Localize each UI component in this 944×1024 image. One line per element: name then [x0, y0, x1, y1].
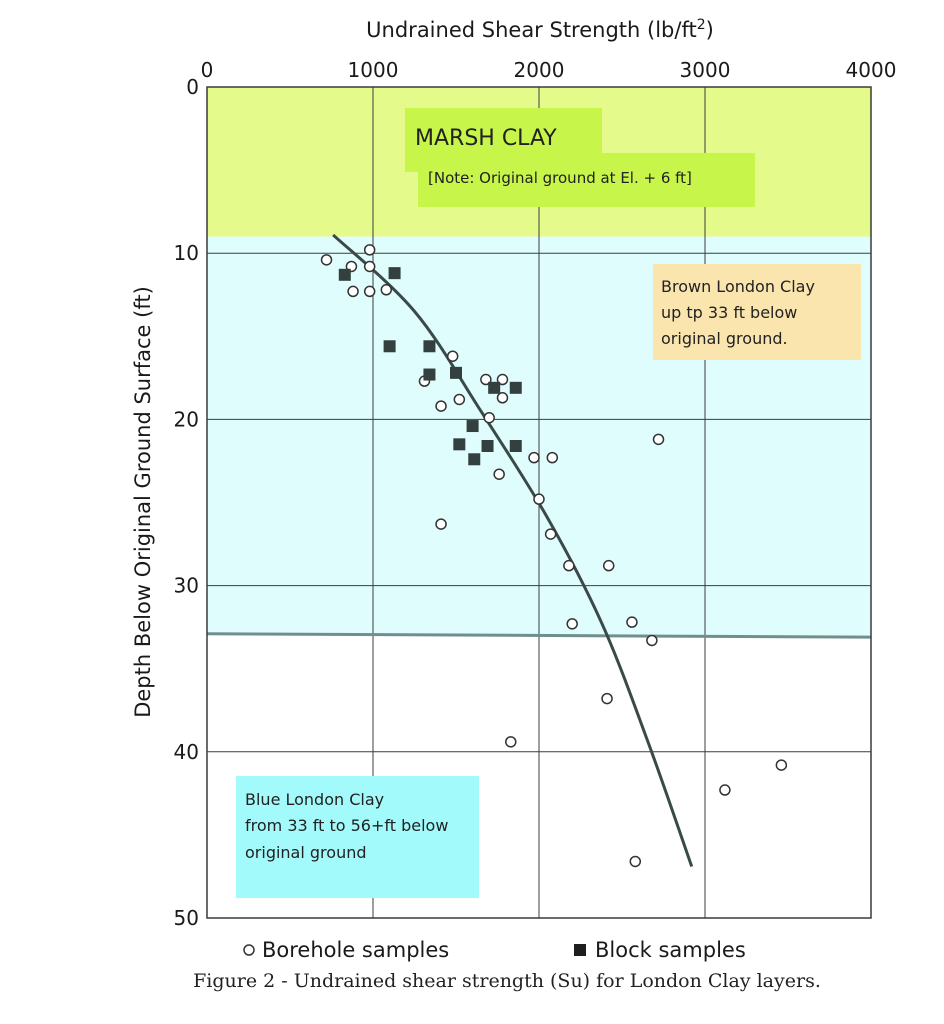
block-sample-point: [466, 420, 479, 433]
borehole-sample-point: [493, 468, 505, 480]
brown-london-clay-line-3: original ground.: [661, 329, 788, 348]
y-tick-label: 0: [186, 75, 199, 99]
borehole-sample-point: [775, 759, 788, 771]
block-sample-point: [423, 340, 436, 353]
borehole-sample-point: [646, 634, 658, 647]
brown-london-clay-box: [653, 264, 861, 360]
x-tick-label: 3000: [680, 58, 731, 82]
borehole-sample-point: [347, 285, 359, 298]
x-tick-label: 4000: [846, 58, 897, 82]
borehole-sample-point: [483, 411, 495, 424]
blue-london-clay-box: [236, 776, 479, 898]
borehole-sample-point: [363, 285, 376, 298]
legend-borehole-marker: [243, 944, 255, 956]
borehole-sample-point: [652, 433, 665, 446]
block-sample-point: [383, 340, 396, 353]
block-sample-point: [450, 366, 462, 379]
block-sample-point: [488, 381, 501, 394]
block-sample-point: [388, 267, 401, 280]
borehole-sample-point: [563, 559, 575, 572]
x-tick-label: 0: [201, 58, 214, 82]
borehole-sample-point: [602, 559, 615, 572]
chart-legend: Borehole samples Block samples: [243, 938, 746, 962]
brown-london-clay-line-1: Brown London Clay: [661, 277, 815, 296]
legend-block-label: Block samples: [595, 938, 746, 962]
y-tick-label: 30: [174, 574, 199, 598]
x-tick-label: 1000: [348, 58, 399, 82]
borehole-sample-point: [363, 244, 376, 256]
borehole-sample-point: [320, 254, 333, 266]
figure-caption: Figure 2 - Undrained shear strength (Su)…: [193, 970, 821, 992]
x-tick-label: 2000: [514, 58, 565, 82]
marsh-clay-note: [Note: Original ground at El. + 6 ft]: [428, 169, 692, 187]
blue-london-clay-line-3: original ground: [245, 843, 367, 862]
brown-london-clay-line-2: up tp 33 ft below: [661, 303, 797, 322]
block-sample-point: [509, 439, 522, 452]
blue-london-clay-line-2: from 33 ft to 56+ft below: [245, 816, 448, 835]
borehole-sample-point: [626, 616, 638, 628]
borehole-sample-point: [546, 451, 559, 464]
block-sample-point: [423, 368, 436, 381]
x-axis-title: Undrained Shear Strength (lb/ft2): [366, 17, 714, 42]
borehole-sample-point: [435, 518, 447, 530]
sample-points: [320, 244, 788, 868]
y-tick-label: 10: [174, 241, 199, 265]
borehole-sample-point: [629, 855, 642, 868]
blue-clay-boundary-line: [206, 632, 872, 639]
borehole-sample-point: [566, 618, 578, 630]
borehole-sample-point: [601, 692, 613, 705]
strength-trend-line: [332, 233, 694, 867]
axis-tick-labels: 0 1000 2000 3000 4000 0 10 20 30 40 50: [174, 58, 897, 930]
block-sample-point: [481, 439, 494, 452]
legend-block-marker: [574, 944, 586, 956]
borehole-sample-point: [528, 451, 540, 464]
plot-frame: [206, 86, 872, 919]
blue-london-clay-line-1: Blue London Clay: [245, 790, 384, 809]
y-axis-title: Depth Below Original Ground Surface (ft): [131, 286, 155, 718]
borehole-sample-point: [496, 392, 509, 404]
block-sample-point: [453, 438, 466, 451]
y-tick-label: 40: [174, 740, 199, 764]
borehole-sample-point: [446, 350, 459, 362]
y-tick-label: 20: [174, 407, 199, 431]
marsh-note-box: [418, 153, 755, 207]
borehole-sample-point: [719, 784, 731, 796]
block-sample-point: [509, 381, 522, 394]
borehole-sample-point: [435, 400, 447, 412]
borehole-sample-point: [363, 260, 376, 273]
borehole-sample-point: [505, 736, 517, 748]
borehole-sample-point: [533, 493, 545, 505]
y-tick-label: 50: [174, 906, 199, 930]
legend-borehole-label: Borehole samples: [262, 938, 449, 962]
borehole-sample-point: [453, 393, 466, 406]
block-sample-point: [338, 268, 351, 281]
marsh-clay-title: MARSH CLAY: [415, 126, 557, 151]
borehole-sample-point: [380, 284, 393, 296]
borehole-sample-point: [544, 528, 557, 540]
block-sample-point: [468, 453, 481, 466]
